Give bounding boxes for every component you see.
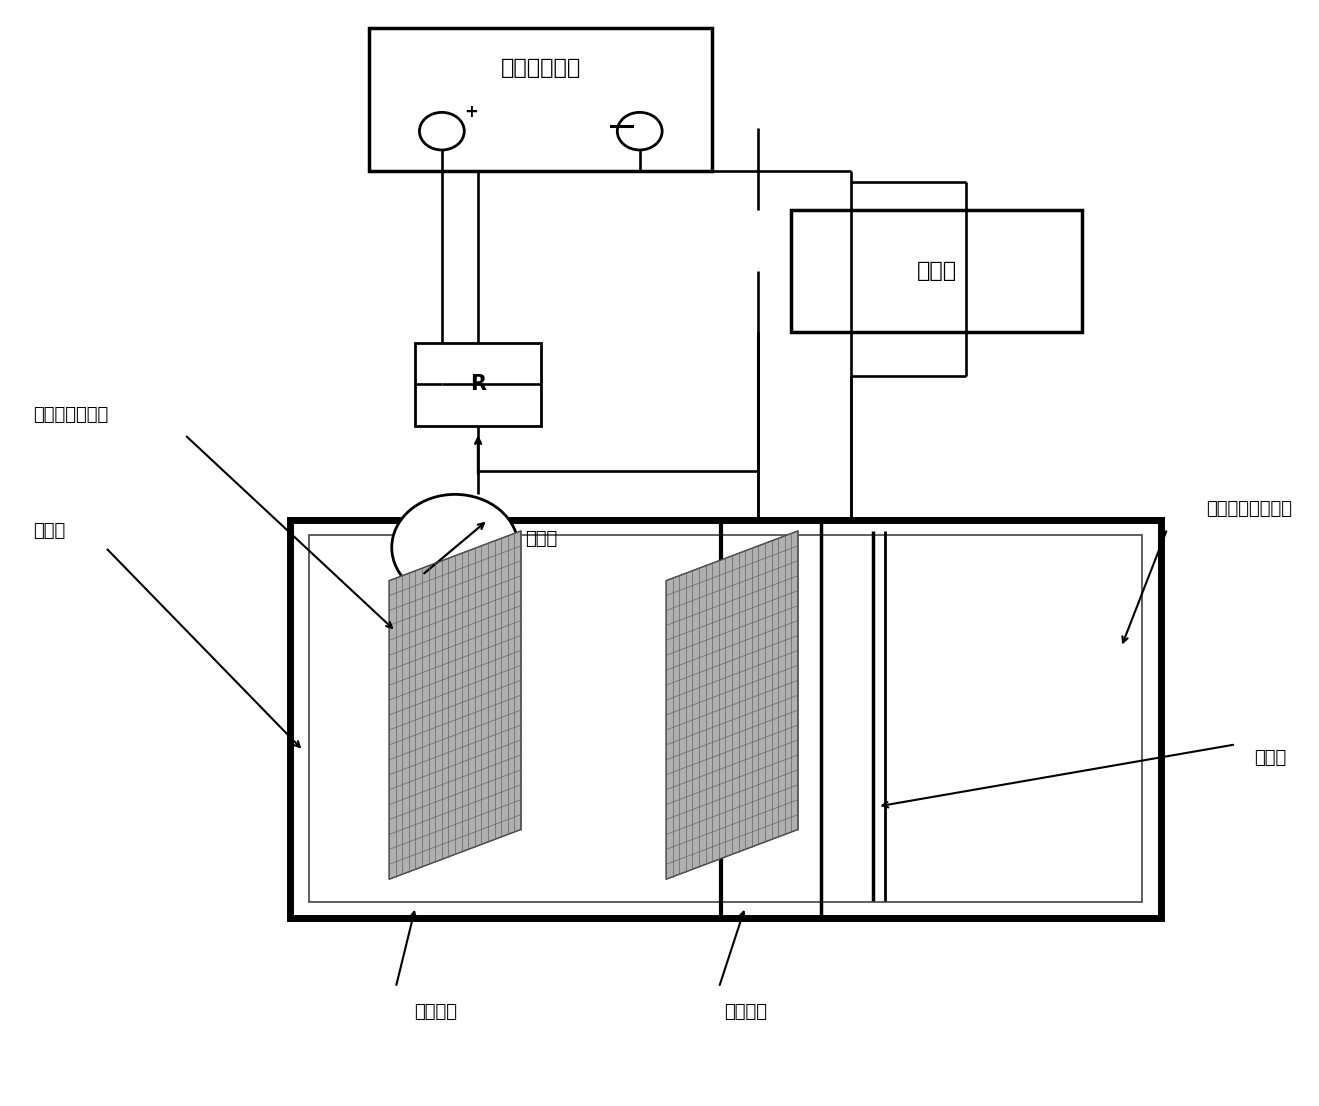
Text: 铂电极: 铂电极 bbox=[1254, 749, 1286, 766]
Circle shape bbox=[419, 113, 464, 150]
Bar bbox=[309, 535, 1142, 902]
Bar bbox=[791, 210, 1082, 332]
Text: 电位仪: 电位仪 bbox=[917, 261, 956, 281]
Text: 直流稳压电源: 直流稳压电源 bbox=[501, 58, 580, 77]
Text: 甘汞电极: 甘汞电极 bbox=[724, 1003, 766, 1021]
Text: +: + bbox=[464, 103, 479, 122]
Bar bbox=[415, 343, 541, 426]
Bar bbox=[290, 520, 1161, 918]
Bar bbox=[369, 28, 712, 171]
Circle shape bbox=[617, 113, 662, 150]
Polygon shape bbox=[389, 531, 521, 879]
Text: 铅电极板: 铅电极板 bbox=[414, 1003, 456, 1021]
Text: 电解槽: 电解槽 bbox=[33, 522, 65, 540]
Text: 硫酸钠硫酸溶液: 硫酸钠硫酸溶液 bbox=[33, 406, 108, 424]
Polygon shape bbox=[666, 531, 798, 879]
Text: 硫酸氧钒硫酸溶液: 硫酸氧钒硫酸溶液 bbox=[1207, 500, 1293, 518]
Circle shape bbox=[392, 494, 518, 601]
Text: R: R bbox=[470, 374, 487, 395]
Text: 电流计: 电流计 bbox=[525, 530, 557, 547]
